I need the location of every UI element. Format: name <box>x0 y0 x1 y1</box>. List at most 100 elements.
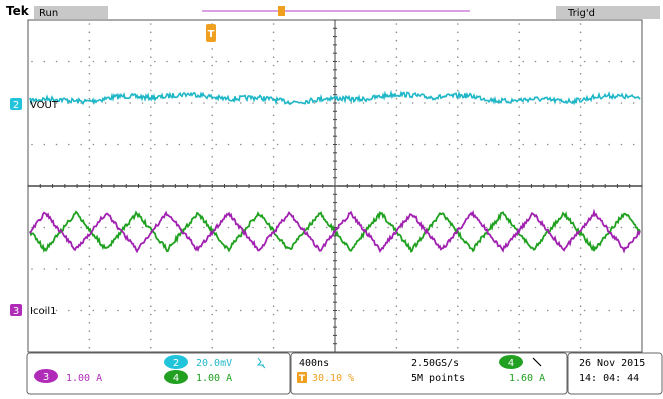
graticule-dot <box>211 81 213 83</box>
trigger-source-number: 4 <box>508 358 514 369</box>
graticule-dot <box>88 106 91 108</box>
ch2-ground-marker[interactable]: 2 <box>10 98 22 111</box>
graticule-dot <box>150 338 152 341</box>
graticule-dot <box>166 102 168 104</box>
graticule-dot <box>88 330 91 332</box>
ch3-ground-marker[interactable]: 3 <box>10 304 22 317</box>
graticule-dot <box>272 106 275 108</box>
graticule-dot <box>620 268 623 270</box>
graticule-dot <box>88 322 91 324</box>
graticule-dot <box>518 89 520 92</box>
graticule-dot <box>518 156 520 158</box>
graticule-dot <box>608 268 610 270</box>
ch3-coil-current-waveform <box>29 208 641 254</box>
graticule-dot <box>313 143 316 146</box>
graticule-dot <box>88 48 91 50</box>
graticule-dot <box>272 263 275 266</box>
graticule-dot <box>88 156 91 158</box>
graticule-dot <box>211 114 213 117</box>
timebase[interactable]: 400ns <box>299 358 329 369</box>
graticule-dot <box>457 31 459 34</box>
graticule-dot <box>395 39 398 42</box>
graticule-dot <box>211 64 213 67</box>
graticule-dot <box>608 60 610 63</box>
graticule-dot <box>141 226 144 229</box>
trigger-source-readout[interactable]: 4 <box>499 355 542 369</box>
sample-rate: 2.50GS/s <box>411 358 459 369</box>
graticule-dot <box>150 89 152 92</box>
graticule-dot <box>518 64 520 67</box>
graticule-dot <box>150 322 152 324</box>
graticule-dot <box>276 60 279 63</box>
graticule-dot <box>534 143 537 146</box>
graticule-dot <box>362 143 365 146</box>
record-length[interactable]: 5M points <box>411 373 465 384</box>
graticule-dot <box>141 309 144 312</box>
graticule-dot <box>473 60 475 63</box>
graticule-dot <box>411 102 414 104</box>
graticule-dot <box>362 60 365 63</box>
graticule-dot <box>150 64 152 67</box>
ch3-scale-readout[interactable]: 3 1.00 A <box>34 369 102 384</box>
graticule-dot <box>436 226 439 229</box>
graticule-dot <box>395 297 398 299</box>
ch3-label: Icoil1 <box>30 306 56 317</box>
graticule-dot <box>375 226 377 229</box>
graticule-dot <box>272 197 275 200</box>
graticule-dot <box>522 309 524 312</box>
graticule-dot <box>579 197 582 200</box>
graticule-dot <box>68 226 70 229</box>
graticule-dot <box>150 313 152 316</box>
graticule-dot <box>457 73 459 75</box>
graticule-dot <box>395 239 398 241</box>
graticule-dot <box>395 48 398 50</box>
graticule-dot <box>546 102 549 104</box>
graticule-dot <box>43 309 46 312</box>
graticule-dot <box>272 147 275 150</box>
graticule-dot <box>43 268 46 270</box>
graticule-dot <box>264 309 267 312</box>
graticule-dot <box>632 60 635 63</box>
graticule-dot <box>203 268 205 270</box>
graticule-dot <box>203 226 205 229</box>
graticule-dot <box>203 309 205 312</box>
graticule-dot <box>211 131 213 133</box>
graticule-dot <box>485 143 488 146</box>
graticule-dot <box>211 263 213 266</box>
trigger-level[interactable]: 1.60 A <box>509 373 545 384</box>
graticule-dot <box>395 272 398 274</box>
graticule-dot <box>211 288 213 291</box>
graticule-dot <box>579 97 582 100</box>
graticule-dot <box>448 309 451 312</box>
graticule-dot <box>150 288 152 291</box>
graticule-dot <box>579 89 582 92</box>
graticule-dot <box>579 297 582 299</box>
ch4-badge-number: 4 <box>173 373 179 384</box>
graticule-dot <box>150 147 152 150</box>
graticule-dot <box>461 143 463 146</box>
ch4-scale-readout[interactable]: 4 1.00 A <box>164 370 232 384</box>
graticule-dot <box>579 214 582 216</box>
graticule-dot <box>473 226 475 229</box>
graticule-dot <box>571 60 574 63</box>
graticule-dot <box>88 180 91 183</box>
graticule-dot <box>461 60 463 63</box>
graticule-dot <box>313 226 316 229</box>
graticule-dot <box>150 23 152 25</box>
graticule-dot <box>301 143 303 146</box>
graticule-dot <box>272 214 275 216</box>
graticule-dot <box>518 56 520 58</box>
graticule-dot <box>211 313 213 316</box>
graticule-dot <box>88 172 91 175</box>
graticule-dot <box>301 60 303 63</box>
graticule-dot <box>395 214 398 216</box>
graticule-dot <box>522 102 524 104</box>
graticule-dot <box>338 309 340 312</box>
graticule-dot <box>227 268 230 270</box>
trigger-position[interactable]: 30.10 % <box>312 373 354 384</box>
graticule-dot <box>518 180 520 183</box>
ch2-scale-readout[interactable]: 2 20.0mV <box>164 355 266 369</box>
graticule-dot <box>457 305 459 308</box>
graticule-dot <box>272 272 275 274</box>
graticule-dot <box>485 102 488 104</box>
